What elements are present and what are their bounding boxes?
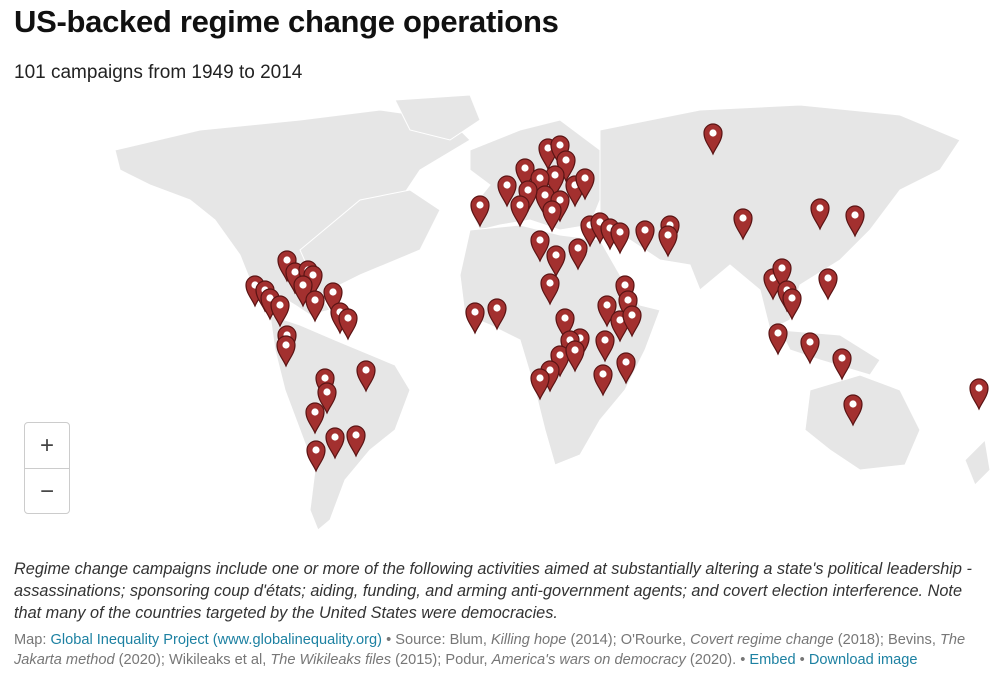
map-marker[interactable]: [610, 222, 630, 254]
footer-text: (2020); Wikileaks et al,: [114, 652, 271, 668]
title: US-backed regime change operations: [14, 4, 559, 39]
description: Regime change campaigns include one or m…: [14, 560, 972, 622]
source-title: Killing hope: [490, 632, 567, 648]
source-title: Covert regime change: [690, 632, 834, 648]
source-title: The Jakarta method: [14, 632, 966, 668]
zoom-control: + −: [24, 422, 70, 514]
map-marker[interactable]: [818, 268, 838, 300]
map-marker[interactable]: [832, 348, 852, 380]
map-link[interactable]: Global Inequality Project (www.globaline…: [50, 632, 383, 648]
embed-link[interactable]: Embed: [749, 652, 796, 668]
download-link[interactable]: Download image: [808, 652, 918, 668]
map: [114, 94, 991, 530]
source-title: The Wikileaks files: [270, 652, 392, 668]
footer-text: Map:: [14, 632, 51, 648]
map-marker[interactable]: [969, 378, 989, 410]
map-marker[interactable]: [305, 290, 325, 322]
footer-text: (2020). •: [685, 652, 750, 668]
subtitle: 101 campaigns from 1949 to 2014: [14, 62, 303, 83]
footer-text: •: [795, 652, 809, 668]
map-marker[interactable]: [338, 308, 358, 340]
source-title: America's wars on democracy: [491, 652, 686, 668]
map-marker[interactable]: [465, 302, 485, 334]
zoom-in-button[interactable]: +: [25, 423, 69, 469]
footer-text: (2015); Podur,: [391, 652, 492, 668]
footer-text: (2018); Bevins,: [833, 632, 940, 648]
footer-text: (2014); O'Rourke,: [566, 632, 691, 648]
zoom-out-button[interactable]: −: [39, 478, 54, 505]
map-marker[interactable]: [768, 323, 788, 355]
footer: Map: Global Inequality Project (www.glob…: [14, 630, 974, 670]
footer-text: • Source: Blum,: [382, 632, 491, 648]
